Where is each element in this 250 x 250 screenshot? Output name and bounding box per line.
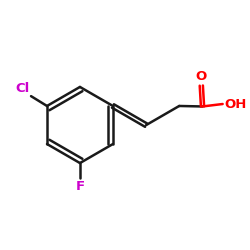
- Text: F: F: [76, 180, 84, 192]
- Text: Cl: Cl: [16, 82, 30, 95]
- Text: OH: OH: [224, 98, 246, 110]
- Text: O: O: [196, 70, 207, 83]
